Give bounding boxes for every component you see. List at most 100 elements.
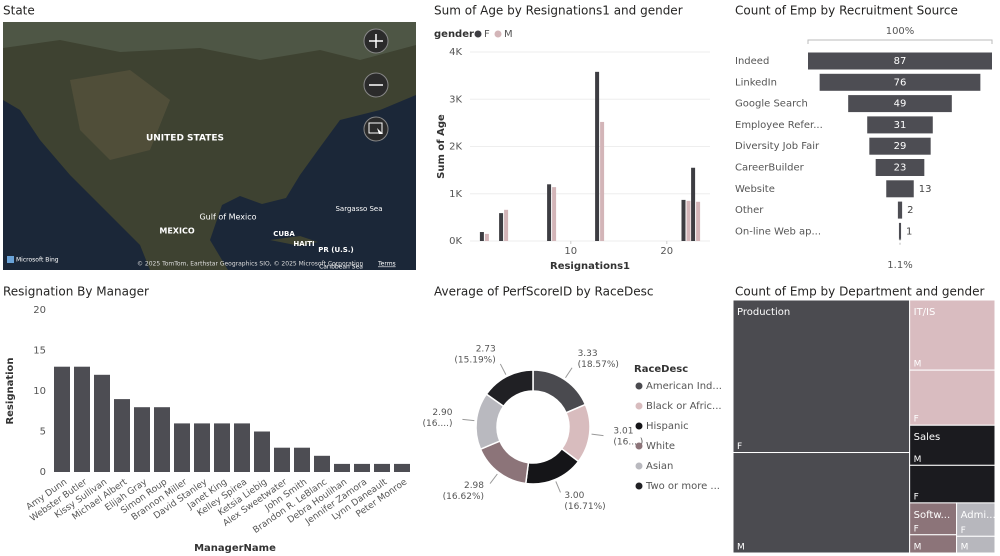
leader-line bbox=[462, 418, 475, 422]
map-terms[interactable]: Terms bbox=[377, 261, 396, 268]
bar bbox=[691, 167, 696, 241]
data-label-percent: (15.19%) bbox=[454, 356, 495, 366]
zoom-out-button[interactable] bbox=[363, 72, 389, 98]
bar bbox=[254, 431, 270, 472]
bar bbox=[552, 187, 557, 241]
map-label: Gulf of Mexico bbox=[199, 213, 256, 222]
data-label-percent: (16....) bbox=[423, 419, 453, 429]
x-axis-label: Resignations1 bbox=[550, 261, 630, 272]
group-label: Softw... bbox=[914, 510, 951, 521]
funnel-bracket bbox=[807, 39, 993, 44]
bar bbox=[274, 447, 290, 472]
bar bbox=[600, 121, 605, 241]
x-tick-label: 10 bbox=[564, 246, 577, 257]
treemap-cell bbox=[732, 299, 911, 454]
map-title: State bbox=[3, 4, 35, 18]
funnel-bar bbox=[898, 222, 902, 240]
treemap-cell bbox=[909, 369, 996, 426]
y-tick-label: 4K bbox=[449, 47, 462, 58]
category-label: Google Search bbox=[735, 99, 808, 110]
data-label: 76 bbox=[894, 77, 907, 88]
leader-line bbox=[591, 433, 604, 437]
zoom-in-button[interactable] bbox=[363, 28, 389, 54]
chart-title: Count of Emp by Recruitment Source bbox=[735, 4, 958, 18]
legend-marker bbox=[474, 30, 482, 38]
data-label-percent: (16.62%) bbox=[443, 492, 484, 502]
map-label: Sargasso Sea bbox=[335, 205, 382, 213]
funnel-bottom-label: 1.1% bbox=[887, 260, 912, 271]
data-label: 23 bbox=[894, 163, 907, 174]
bar bbox=[54, 366, 70, 472]
map-island bbox=[270, 236, 318, 246]
legend-label: White bbox=[646, 441, 675, 452]
legend-marker bbox=[635, 422, 643, 430]
legend-marker bbox=[635, 482, 643, 490]
treemap-cell bbox=[909, 502, 958, 536]
select-button[interactable] bbox=[363, 116, 389, 142]
funnel-bar bbox=[875, 159, 925, 176]
group-label: Sales bbox=[914, 432, 941, 443]
bar bbox=[547, 184, 552, 241]
bar bbox=[696, 201, 701, 241]
data-label: 3.00 bbox=[564, 491, 584, 501]
cell-label: M bbox=[914, 360, 922, 370]
map-north bbox=[3, 22, 416, 60]
y-tick-label: 2K bbox=[449, 142, 462, 153]
chart-title: Average of PerfScoreID by RaceDesc bbox=[434, 285, 653, 299]
map-attribution: © 2025 TomTom, Earthstar Geographics SIO… bbox=[137, 261, 363, 268]
data-label-percent: (16....) bbox=[613, 437, 643, 447]
bar bbox=[504, 209, 509, 241]
data-label: 2.98 bbox=[464, 481, 484, 491]
legend-title: RaceDesc bbox=[634, 364, 688, 375]
bar bbox=[595, 71, 600, 241]
leader-line bbox=[555, 481, 561, 493]
bar bbox=[114, 399, 130, 472]
bar bbox=[484, 233, 489, 241]
leader-line bbox=[489, 473, 498, 484]
category-label: Employee Refer... bbox=[735, 120, 823, 131]
bar bbox=[374, 463, 390, 472]
data-label: 49 bbox=[894, 99, 907, 110]
leader-line bbox=[565, 367, 573, 379]
category-label: Diversity Job Fair bbox=[735, 141, 820, 152]
bar bbox=[154, 407, 170, 472]
bar bbox=[234, 423, 250, 472]
group-label: Production bbox=[737, 307, 790, 318]
bar bbox=[354, 463, 370, 472]
x-axis-label: ManagerName bbox=[194, 543, 276, 554]
legend-label: F bbox=[484, 29, 490, 40]
cell-label: F bbox=[737, 442, 742, 452]
category-label: CareerBuilder bbox=[735, 163, 805, 174]
legend-marker bbox=[635, 382, 643, 390]
bar bbox=[686, 200, 691, 241]
bing-logo-icon bbox=[7, 256, 14, 263]
bar bbox=[194, 423, 210, 472]
legend-label: American Ind... bbox=[646, 381, 722, 392]
data-label: 13 bbox=[919, 184, 932, 195]
data-label: 3.01 bbox=[613, 426, 633, 436]
category-label: On-line Web ap... bbox=[735, 226, 821, 237]
donut-slice bbox=[485, 369, 534, 408]
bar bbox=[499, 213, 504, 241]
bar bbox=[214, 423, 230, 472]
category-label: LinkedIn bbox=[735, 77, 777, 88]
data-label: 29 bbox=[894, 141, 907, 152]
funnel-bar bbox=[897, 201, 903, 219]
treemap-cell bbox=[732, 452, 911, 554]
legend-label: Black or Afric... bbox=[646, 401, 722, 412]
x-tick-label: 20 bbox=[660, 246, 673, 257]
legend-marker bbox=[635, 462, 643, 470]
data-label: 1 bbox=[906, 226, 912, 237]
map[interactable]: UNITED STATES MEXICO Gulf of Mexico CUBA… bbox=[3, 22, 416, 271]
funnel-bar bbox=[848, 95, 952, 113]
funnel-bar bbox=[886, 180, 914, 198]
group-label: Admi... bbox=[961, 510, 996, 521]
treemap-cell bbox=[909, 424, 996, 466]
y-tick-label: 5 bbox=[40, 427, 46, 438]
y-axis-label: Sum of Age bbox=[436, 114, 447, 179]
map-label: HAITI bbox=[293, 240, 314, 248]
map-label: PR (U.S.) bbox=[318, 246, 353, 254]
data-label-percent: (18.57%) bbox=[578, 360, 619, 370]
treemap-cell bbox=[956, 502, 996, 537]
funnel-bar bbox=[869, 137, 931, 155]
